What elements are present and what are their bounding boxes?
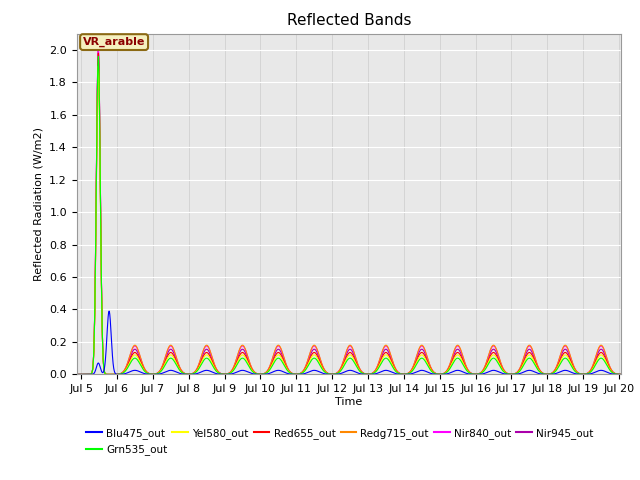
- Title: Reflected Bands: Reflected Bands: [287, 13, 411, 28]
- Y-axis label: Reflected Radiation (W/m2): Reflected Radiation (W/m2): [34, 127, 44, 281]
- Legend: Blu475_out, Grn535_out, Yel580_out, Red655_out, Redg715_out, Nir840_out, Nir945_: Blu475_out, Grn535_out, Yel580_out, Red6…: [82, 424, 598, 459]
- Text: VR_arable: VR_arable: [83, 37, 145, 47]
- X-axis label: Time: Time: [335, 397, 362, 407]
